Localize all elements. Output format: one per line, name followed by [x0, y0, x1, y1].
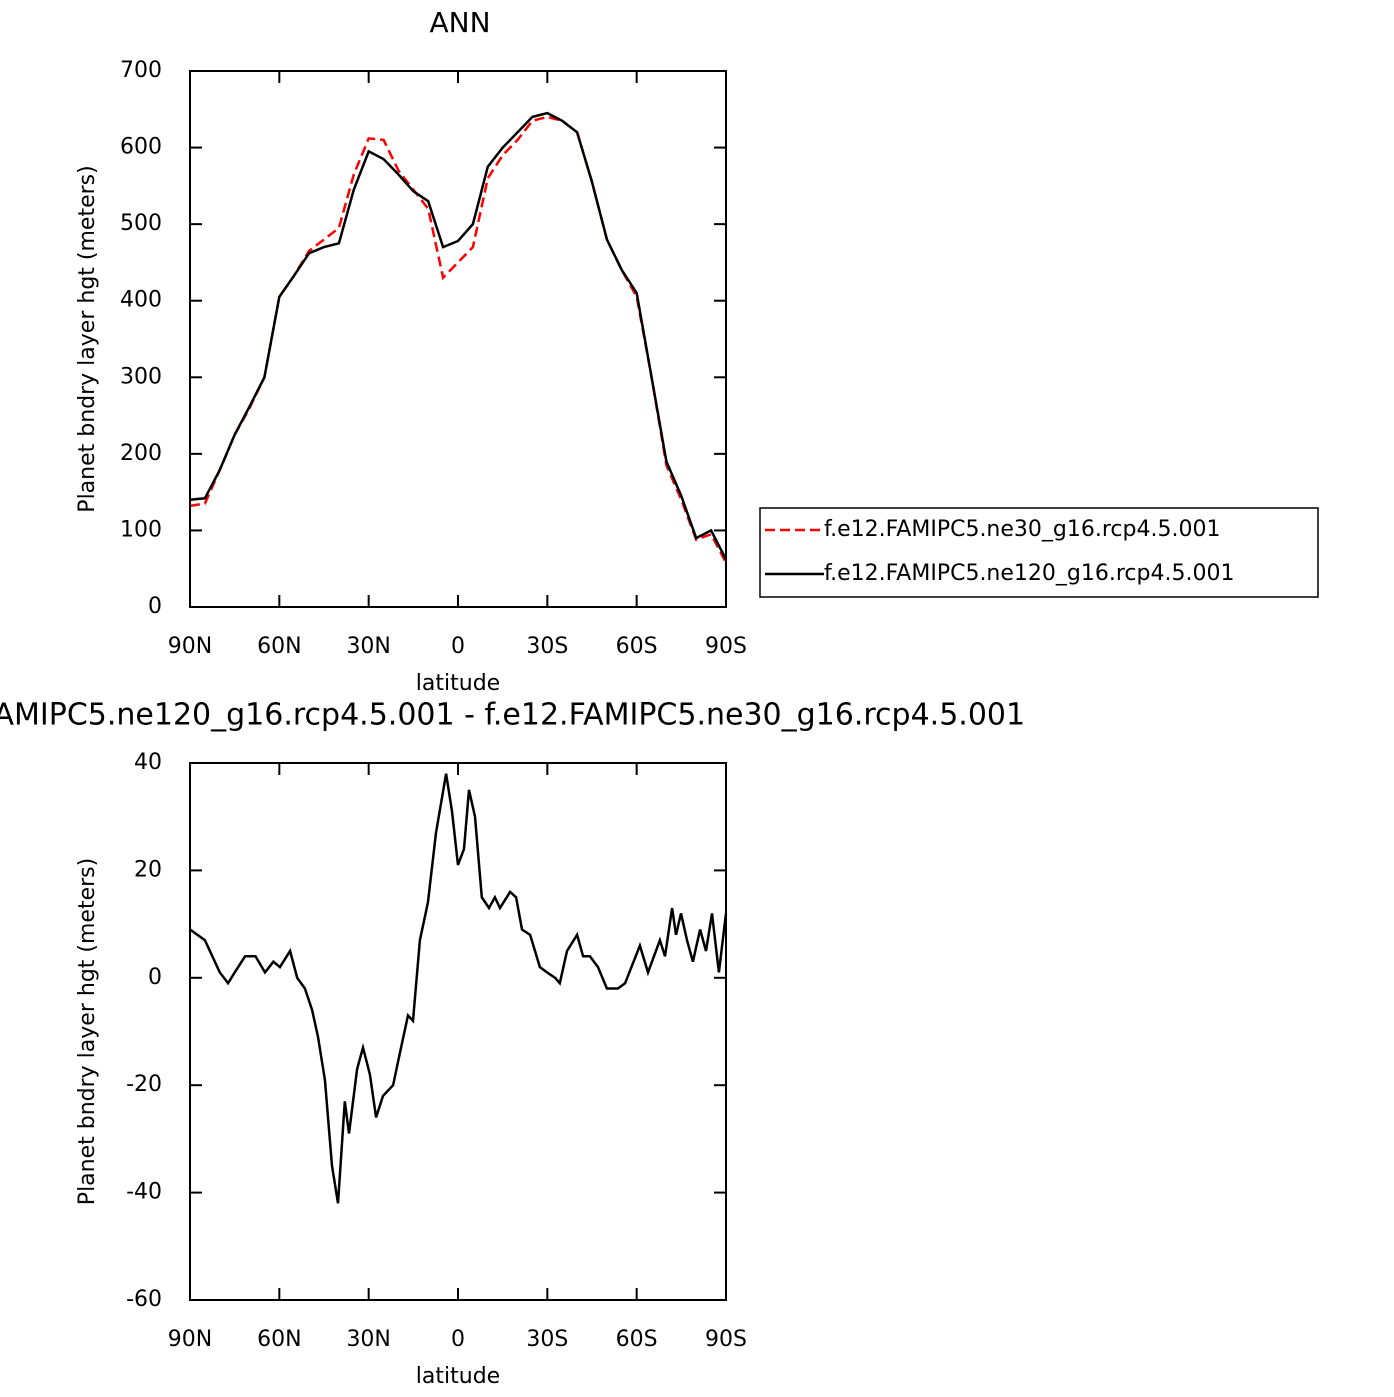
x-tick-label: 60N [257, 634, 301, 659]
y-tick-label: -20 [126, 1072, 162, 1097]
y-tick-label: 40 [134, 750, 162, 775]
legend-box [759, 507, 1319, 598]
legend-label: f.e12.FAMIPC5.ne30_g16.rcp4.5.001 [824, 517, 1220, 542]
x-tick-label: 30S [526, 1327, 568, 1352]
x-tick-label: 90S [705, 1327, 747, 1352]
y-tick-label: 600 [120, 135, 162, 160]
y-tick-label: -40 [126, 1180, 162, 1205]
x-tick-label: 90N [168, 1327, 212, 1352]
y-tick-label: 20 [134, 857, 162, 882]
x-tick-label: 90N [168, 634, 212, 659]
x-tick-label: 30N [346, 634, 390, 659]
x-tick-label: 60N [257, 1327, 301, 1352]
plot-frame [189, 70, 727, 608]
x-axis-label: latitude [416, 671, 500, 696]
y-tick-label: 400 [120, 288, 162, 313]
y-tick-label: 200 [120, 441, 162, 466]
data-line [189, 111, 728, 561]
plot-frame [189, 762, 727, 1301]
chart-title: ANN [429, 6, 490, 39]
y-tick-label: 300 [120, 364, 162, 389]
x-tick-label: 0 [451, 634, 465, 659]
y-tick-label: 100 [120, 517, 162, 542]
x-tick-label: 0 [451, 1327, 465, 1352]
y-axis-label: Planet bndry layer hgt (meters) [75, 858, 100, 1205]
x-axis-label: latitude [416, 1364, 500, 1389]
x-tick-label: 90S [705, 634, 747, 659]
data-line [189, 773, 728, 1204]
legend-label: f.e12.FAMIPC5.ne120_g16.rcp4.5.001 [824, 561, 1234, 586]
y-axis-label: Planet bndry layer hgt (meters) [75, 165, 100, 512]
y-tick-label: -60 [126, 1287, 162, 1312]
y-tick-label: 500 [120, 211, 162, 236]
y-tick-label: 0 [148, 965, 162, 990]
y-tick-label: 700 [120, 58, 162, 83]
y-tick-label: 0 [148, 594, 162, 619]
x-tick-label: 30N [346, 1327, 390, 1352]
x-tick-label: 30S [526, 634, 568, 659]
chart-title: f.e12.FAMIPC5.ne120_g16.rcp4.5.001 - f.e… [0, 698, 1025, 733]
x-tick-label: 60S [616, 634, 658, 659]
x-tick-label: 60S [616, 1327, 658, 1352]
